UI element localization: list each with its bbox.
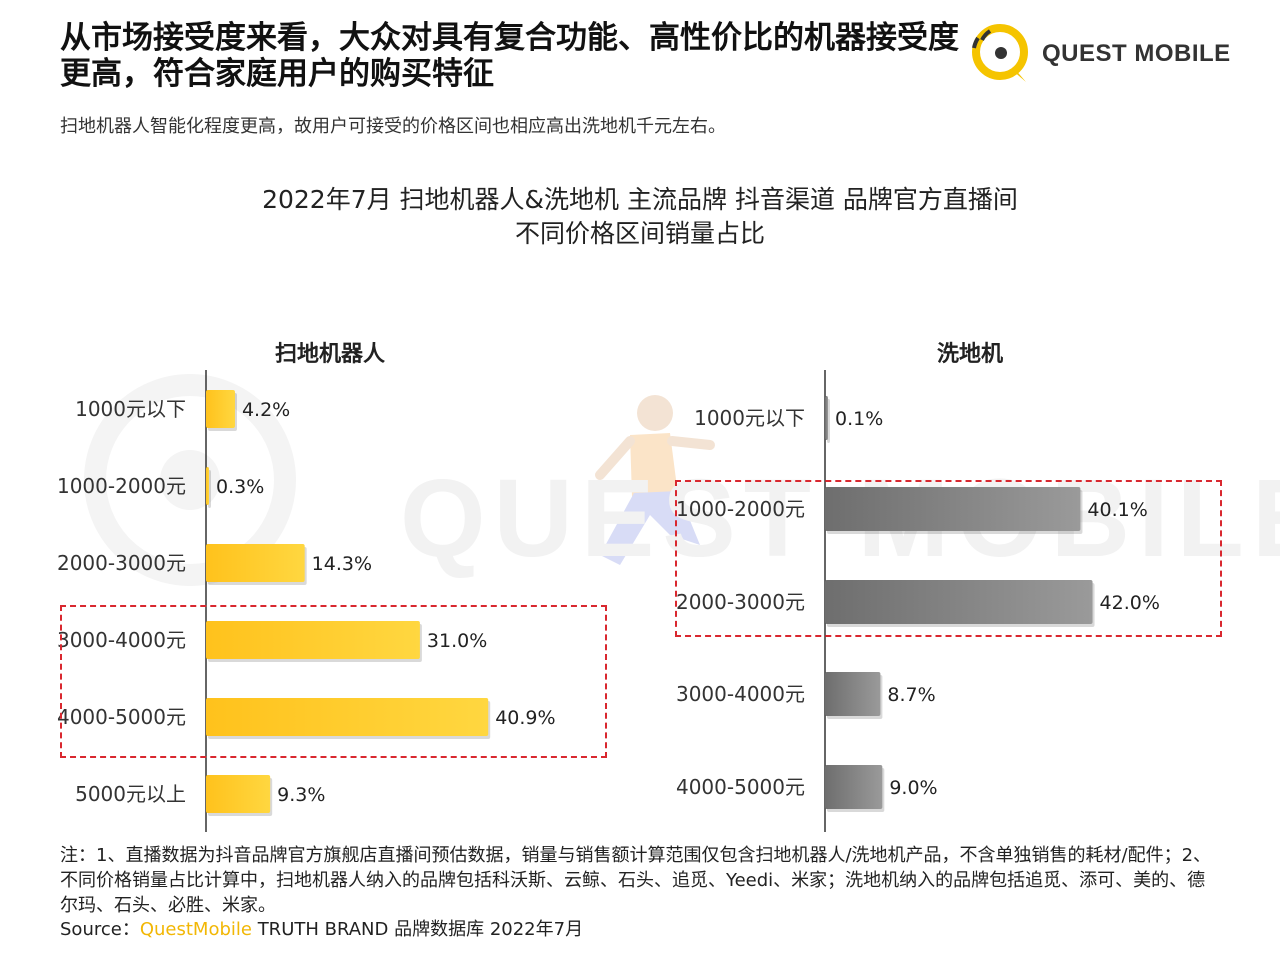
- subtitle: 扫地机器人智能化程度更高，故用户可接受的价格区间也相应高出洗地机千元左右。: [60, 116, 726, 137]
- category-label: 5000元以上: [75, 782, 186, 806]
- panel-title-washer: 洗地机: [936, 342, 1003, 367]
- floor-washer-chart: 1000元以下 0.1% 1000-2000元 40.1% 2000-3000元 42.0…: [676, 370, 1160, 832]
- bar: [206, 698, 489, 736]
- data-label: 4.2%: [242, 399, 290, 421]
- source-suffix: TRUTH BRAND 品牌数据库 2022年7月: [251, 919, 584, 940]
- data-label: 31.0%: [427, 630, 487, 652]
- bar: [825, 580, 1093, 624]
- source-brand: QuestMobile: [139, 919, 252, 940]
- data-label: 40.1%: [1087, 499, 1147, 521]
- footnote: 注：1、直播数据为抖音品牌官方旗舰店直播间预估数据，销量与销售额计算范围仅包含扫…: [60, 845, 1212, 916]
- bar: [825, 487, 1081, 531]
- highlight-box-robot: [60, 605, 607, 758]
- highlight-box-washer: [675, 480, 1222, 637]
- category-label: 1000元以下: [75, 397, 186, 421]
- bar: [825, 765, 883, 809]
- bar: [206, 544, 305, 582]
- data-label: 14.3%: [312, 553, 372, 575]
- category-label: 3000-4000元: [57, 628, 186, 652]
- chart-title-line1: 2022年7月 扫地机器人&洗地机 主流品牌 抖音渠道 品牌官方直播间: [262, 185, 1018, 214]
- data-label: 0.1%: [835, 408, 883, 430]
- category-label: 4000-5000元: [676, 775, 805, 799]
- bar: [206, 467, 209, 505]
- logo-icon: [972, 24, 1028, 82]
- source-prefix: Source：: [60, 919, 140, 940]
- data-label: 9.0%: [889, 777, 937, 799]
- panel-title-robot: 扫地机器人: [274, 342, 385, 367]
- chart-title-line2: 不同价格区间销量占比: [514, 219, 765, 248]
- data-label: 42.0%: [1100, 592, 1160, 614]
- bar: [206, 621, 420, 659]
- category-label: 2000-3000元: [57, 551, 186, 575]
- quest-mobile-logo: QUEST MOBILE: [968, 18, 1231, 84]
- bar: [825, 672, 881, 716]
- source-line: Source：QuestMobile TRUTH BRAND 品牌数据库 202…: [60, 915, 583, 941]
- logo-text: QUEST MOBILE: [1042, 40, 1231, 67]
- data-label: 0.3%: [216, 476, 264, 498]
- data-label: 9.3%: [277, 784, 325, 806]
- category-label: 1000-2000元: [57, 474, 186, 498]
- bar: [206, 390, 235, 428]
- headline: 从市场接受度来看，大众对具有复合功能、高性价比的机器接受度更高，符合家庭用户的购…: [60, 20, 959, 92]
- data-label: 40.9%: [495, 707, 555, 729]
- robot-vacuum-chart: 1000元以下 4.2% 1000-2000元 0.3% 2000-3000元 14.3%…: [57, 370, 556, 832]
- data-label: 8.7%: [887, 684, 935, 706]
- category-label: 2000-3000元: [676, 590, 805, 614]
- category-label: 1000元以下: [694, 406, 805, 430]
- bar: [825, 396, 828, 440]
- category-label: 3000-4000元: [676, 682, 805, 706]
- category-label: 4000-5000元: [57, 705, 186, 729]
- bar: [206, 775, 271, 813]
- category-label: 1000-2000元: [676, 497, 805, 521]
